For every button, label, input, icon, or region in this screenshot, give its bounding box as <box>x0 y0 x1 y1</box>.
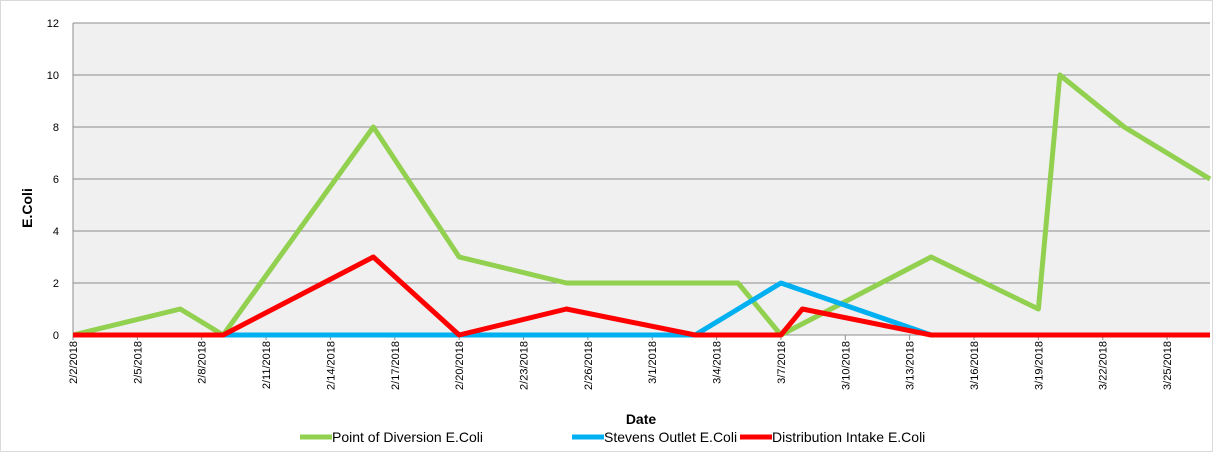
x-tick-label: 2/23/2018 <box>519 341 531 390</box>
y-tick-label: 6 <box>53 174 59 186</box>
x-tick-label: 3/13/2018 <box>905 341 917 390</box>
x-tick-label: 2/8/2018 <box>197 341 209 384</box>
legend-label: Distribution Intake E.Coli <box>772 429 925 445</box>
y-tick-label: 4 <box>53 226 59 238</box>
x-tick-label: 3/4/2018 <box>712 341 724 384</box>
x-tick-label: 2/5/2018 <box>132 341 144 384</box>
x-tick-label: 3/16/2018 <box>969 341 981 390</box>
x-tick-label: 2/26/2018 <box>583 341 595 390</box>
x-tick-label: 2/14/2018 <box>325 341 337 390</box>
x-tick-label: 2/20/2018 <box>454 341 466 390</box>
x-tick-label: 3/19/2018 <box>1033 341 1045 390</box>
data-line <box>73 254 1210 338</box>
y-axis-label: E.Coli <box>19 188 35 228</box>
x-tick-label: 3/10/2018 <box>840 341 852 390</box>
legend-label: Stevens Outlet E.Coli <box>604 429 737 445</box>
x-axis-label: Date <box>626 411 657 427</box>
y-tick-label: 8 <box>53 122 59 134</box>
y-tick-label: 0 <box>53 330 59 342</box>
x-tick-label: 3/25/2018 <box>1162 341 1174 390</box>
x-tick-label: 3/22/2018 <box>1098 341 1110 390</box>
y-tick-label: 10 <box>47 70 59 82</box>
legend-label: Point of Diversion E.Coli <box>332 429 483 445</box>
y-tick-label: 2 <box>53 278 59 290</box>
x-tick-label: 3/7/2018 <box>776 341 788 384</box>
x-tick-label: 3/1/2018 <box>647 341 659 384</box>
x-tick-label: 2/11/2018 <box>261 341 273 389</box>
y-tick-label: 12 <box>47 18 59 30</box>
x-tick-label: 2/2/2018 <box>68 341 80 384</box>
x-tick-label: 2/17/2018 <box>390 341 402 390</box>
